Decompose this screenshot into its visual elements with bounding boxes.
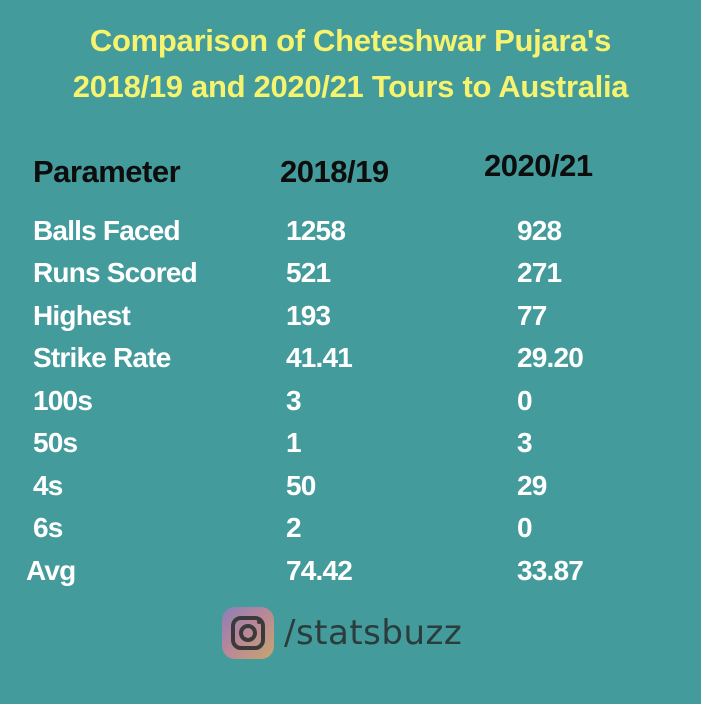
row-param-strike-rate: Strike Rate [33,342,171,373]
row-value-2018: 1258 [286,215,346,246]
row-value-2020: 33.87 [517,555,584,586]
row-value-2018: 74.42 [286,555,353,586]
row-value-2018: 521 [286,257,331,288]
row-value-2018: 50 [286,470,316,501]
row-value-2020: 0 [517,385,533,416]
header-2020-21: 2020/21 [484,148,593,183]
row-value-2020: 29.20 [517,342,584,373]
row-value-2018: 193 [286,300,331,331]
title-line-1: Comparison of Cheteshwar Pujara's [89,23,612,58]
row-param-highest: Highest [33,300,131,331]
row-param-avg: Avg [26,555,76,586]
header-2018-19: 2018/19 [280,154,389,189]
social-handle: /statsbuzz [284,613,463,653]
row-value-2020: 77 [517,300,547,331]
instagram-icon [222,607,274,659]
row-value-2020: 3 [517,427,533,458]
row-value-2018: 3 [286,385,302,416]
row-value-2020: 0 [517,512,533,543]
row-value-2018: 2 [286,512,302,543]
row-param-50s: 50s [33,427,78,458]
row-param-6s: 6s [33,512,63,543]
row-value-2018: 41.41 [286,342,353,373]
row-value-2020: 271 [517,257,562,288]
page-title: Comparison of Cheteshwar Pujara's 2018/1… [0,18,701,110]
row-param-100s: 100s [33,385,93,416]
row-param-4s: 4s [33,470,63,501]
row-param-balls-faced: Balls Faced [33,215,181,246]
title-line-2: 2018/19 and 2020/21 Tours to Australia [72,69,629,104]
row-value-2020: 29 [517,470,547,501]
row-param-runs-scored: Runs Scored [33,257,198,288]
row-value-2020: 928 [517,215,562,246]
social-footer: /statsbuzz [222,606,462,660]
header-parameter: Parameter [33,154,181,189]
row-value-2018: 1 [286,427,302,458]
